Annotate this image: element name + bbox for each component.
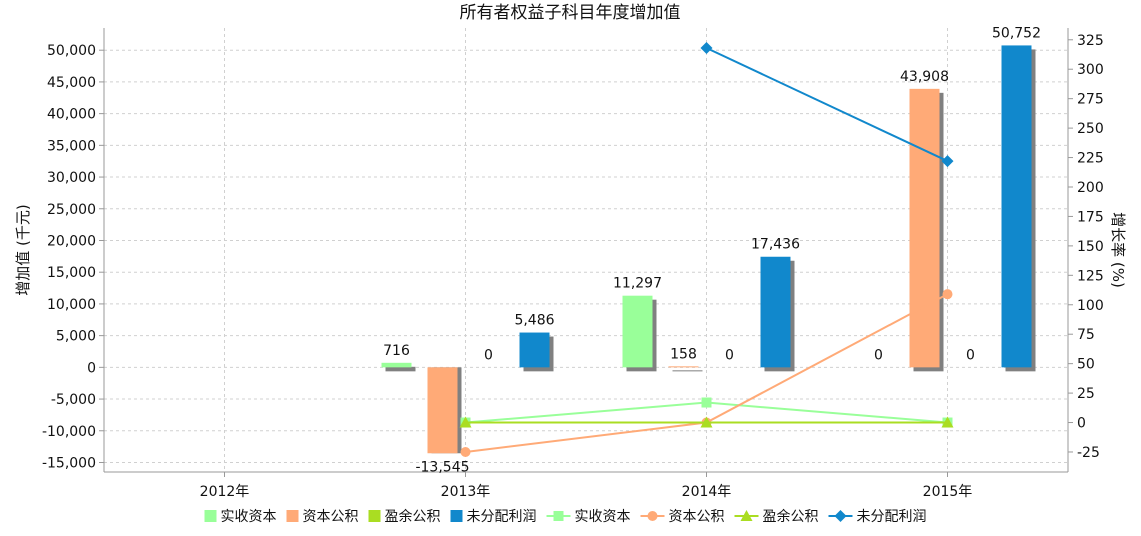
y-right-tick-label: 325 (1077, 33, 1104, 49)
bar-data-label: 43,908 (900, 69, 949, 85)
bar-1-2 (669, 366, 699, 367)
x-tick-label: 2014年 (682, 484, 732, 500)
y-right-tick-label: 150 (1077, 239, 1104, 255)
y-right-tick-label: 25 (1077, 386, 1095, 402)
bar-data-label: 5,486 (514, 313, 554, 329)
bar-data-label: 0 (874, 347, 883, 363)
x-tick-label: 2015年 (923, 484, 973, 500)
legend-label: 实收资本 (221, 509, 277, 525)
line-point (648, 511, 658, 521)
bar-data-label: 0 (484, 347, 493, 363)
y-right-tick-label: 275 (1077, 92, 1104, 108)
y-right-tick-label: 0 (1077, 416, 1086, 432)
line-point (554, 511, 564, 521)
legend-label: 未分配利润 (467, 509, 537, 525)
bar-data-label: 17,436 (751, 237, 800, 253)
bar-3-3 (1002, 45, 1032, 367)
y-left-tick-label: 10,000 (47, 297, 96, 313)
y-right-tick-label: 100 (1077, 298, 1104, 314)
legend-item: 未分配利润 (829, 509, 927, 525)
legend-item: 资本公积 (641, 509, 725, 525)
y-left-tick-label: -10,000 (42, 424, 96, 440)
bar-1-3 (910, 89, 940, 368)
bar-data-label: -13,545 (415, 459, 469, 475)
y-left-tick-label: -5,000 (51, 392, 96, 408)
x-tick-label: 2012年 (200, 484, 250, 500)
y-right-tick-label: 250 (1077, 121, 1104, 137)
bar-0-2 (623, 296, 653, 368)
y-left-tick-label: 5,000 (56, 329, 96, 345)
y-left-axis-title: 增加值 (千元) (14, 204, 32, 295)
bar-0-1 (382, 363, 412, 368)
legend-label: 盈余公积 (763, 508, 819, 525)
bar-layer (382, 45, 1036, 453)
line-point (835, 510, 847, 522)
legend-label: 资本公积 (303, 509, 359, 525)
line-point (702, 398, 712, 408)
legend-layer: 实收资本 资本公积 盈余公积 未分配利润 实收资本 资本公积 盈余公积 未分配利润 (205, 508, 927, 525)
legend-item: 实收资本 (547, 509, 631, 525)
y-right-tick-label: 225 (1077, 151, 1104, 167)
bar-data-label: 50,752 (992, 25, 1041, 41)
line-point (943, 289, 953, 299)
legend-item: 资本公积 (287, 509, 359, 525)
y-left-tick-label: 50,000 (47, 43, 96, 59)
legend-item: 盈余公积 (369, 508, 441, 525)
bar-data-label: 158 (670, 346, 697, 362)
axis-layer: -15,000 -10,000 -5,000 0 5,000 10,000 15,000 20… (14, 28, 1127, 500)
y-left-tick-label: 40,000 (47, 107, 96, 123)
bar-shadow (386, 367, 416, 372)
legend-item: 实收资本 (205, 509, 277, 525)
legend-label: 资本公积 (669, 509, 725, 525)
y-right-tick-label: -25 (1077, 445, 1100, 461)
bar-3-2 (761, 257, 791, 368)
line-point (701, 42, 713, 54)
bar-shadow (673, 370, 703, 371)
y-left-tick-label: 45,000 (47, 75, 96, 91)
y-right-tick-label: 50 (1077, 357, 1095, 373)
y-right-tick-label: 300 (1077, 62, 1104, 78)
bar-data-label: 0 (966, 347, 975, 363)
legend-item: 未分配利润 (451, 509, 537, 525)
bar-3-1 (520, 333, 550, 368)
legend-label: 盈余公积 (385, 508, 441, 525)
legend-swatch (287, 510, 299, 522)
y-left-tick-label: -15,000 (42, 455, 96, 471)
y-left-tick-label: 25,000 (47, 202, 96, 218)
legend-label: 未分配利润 (857, 509, 927, 525)
line-point (461, 447, 471, 457)
chart-title: 所有者权益子科目年度增加值 (460, 3, 681, 23)
legend-item: 盈余公积 (735, 508, 819, 525)
y-right-tick-label: 75 (1077, 327, 1095, 343)
y-right-tick-label: 200 (1077, 180, 1104, 196)
y-right-tick-label: 125 (1077, 268, 1104, 284)
y-left-tick-label: 35,000 (47, 138, 96, 154)
legend-swatch (369, 510, 381, 522)
x-tick-label: 2013年 (441, 484, 491, 500)
bar-data-label: 11,297 (613, 276, 662, 292)
legend-swatch (451, 510, 463, 522)
legend-label: 实收资本 (575, 509, 631, 525)
bar-data-label: 0 (725, 347, 734, 363)
bar-data-label: 716 (383, 343, 410, 359)
legend-swatch (205, 510, 217, 522)
y-right-tick-label: 175 (1077, 209, 1104, 225)
y-left-tick-label: 0 (87, 360, 96, 376)
y-right-axis-title: 增长率 (%) (1109, 212, 1127, 288)
y-left-tick-label: 15,000 (47, 265, 96, 281)
y-left-tick-label: 20,000 (47, 233, 96, 249)
bar-1-1 (428, 367, 458, 453)
y-left-tick-label: 30,000 (47, 170, 96, 186)
